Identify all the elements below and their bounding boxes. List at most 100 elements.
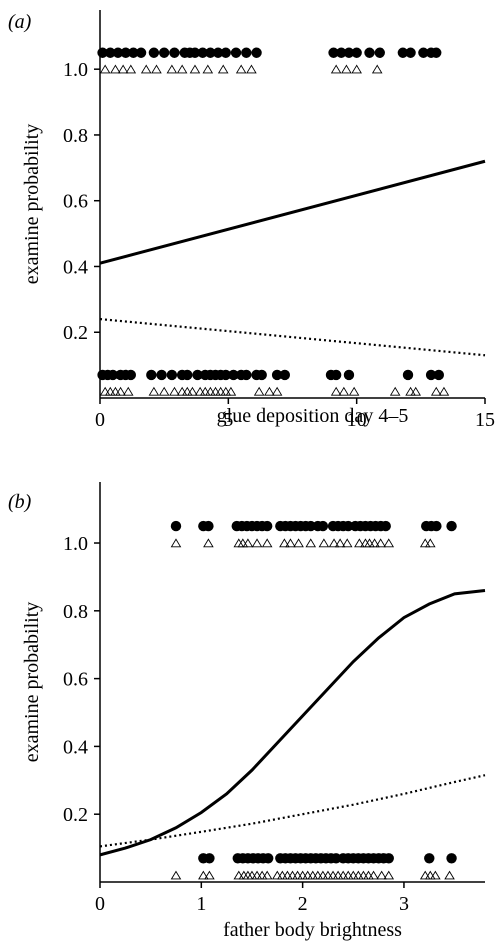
open-triangle-point [170,870,182,880]
filled-circle-point [317,520,329,532]
open-triangle-point [292,870,303,880]
x-tick-label: 15 [475,409,495,431]
open-triangle-point [117,64,129,74]
x-tick-label: 1 [196,893,206,915]
open-triangle-point [204,870,215,880]
open-triangle-point [405,386,416,396]
filled-circle-point [405,47,416,58]
filled-circle-point [204,853,215,864]
open-triangle-point [246,870,258,880]
open-triangle-point [158,386,170,396]
open-triangle-point [328,538,340,548]
open-triangle-point [327,870,339,880]
y-tick-label: 0.4 [63,736,88,758]
open-triangle-point [251,538,263,548]
open-triangle-point [297,870,308,880]
y-tick-label: 0.2 [63,804,88,826]
open-triangle-point [253,386,265,396]
y-axis-title: examine probability [21,602,43,763]
filled-circle-point [374,47,385,58]
filled-circle-point [446,520,457,532]
y-tick-label: 0.8 [63,601,88,623]
open-triangle-point [140,64,152,74]
open-triangle-point [194,386,206,396]
open-triangle-point [264,386,275,396]
filled-circle-point [256,369,267,381]
open-triangle-point [181,386,193,396]
y-axis-title: examine probability [21,124,43,285]
open-triangle-point [410,386,421,396]
open-triangle-point [307,870,319,880]
open-triangle-point [202,64,214,74]
panel-label: (a) [8,11,32,33]
open-triangle-point [341,538,353,548]
filled-circle-point [169,47,180,58]
open-triangle-point [125,64,137,74]
open-triangle-point [169,386,180,396]
x-tick-label: 3 [399,893,409,915]
open-triangle-point [198,870,209,880]
y-tick-label: 1.0 [63,533,88,555]
x-axis-title: glue deposition day 4–5 [217,405,409,427]
filled-circle-point [241,47,252,58]
filled-circle-point [424,853,435,864]
filled-circle-point [425,369,437,381]
open-triangle-point [351,64,362,74]
y-tick-label: 0.6 [63,191,88,213]
open-triangle-point [233,870,245,880]
filled-circle-point [148,47,160,58]
open-triangle-point [317,870,329,880]
y-tick-label: 0.4 [63,256,88,278]
filled-circle-point [228,369,239,381]
open-triangle-point [312,870,324,880]
filled-circle-point [343,369,355,381]
filled-circle-point [446,853,457,864]
open-triangle-point [170,538,182,548]
open-triangle-point [256,870,268,880]
x-tick-label: 2 [298,893,308,915]
open-triangle-point [225,386,237,396]
open-triangle-point [122,386,134,396]
dotted-fit-line [99,317,486,357]
filled-circle-point [146,369,157,381]
open-triangle-point [358,870,369,880]
open-triangle-point [110,64,121,74]
open-triangle-point [337,870,349,880]
open-triangle-point [148,386,160,396]
filled-circle-point [203,520,214,532]
filled-circle-point [336,47,347,58]
open-triangle-point [189,64,201,74]
filled-circle-point [107,369,119,381]
panel-a: (a) 0 5 10 15 0.2 0.4 0.6 0.8 1.0 glue deposition … [8,10,495,431]
filled-circle-point [431,47,442,58]
filled-circle-point [402,369,414,381]
filled-circle-point [197,47,208,58]
open-triangle-point [348,386,360,396]
open-triangle-point [237,538,249,548]
filled-circle-point [158,47,170,58]
open-triangle-point [318,538,330,548]
open-triangle-point [389,386,401,396]
open-triangle-point [383,870,395,880]
open-triangle-point [205,386,216,396]
filled-circle-point [351,47,362,58]
open-triangle-point [330,64,342,74]
open-triangle-point [322,870,334,880]
filled-circle-point [166,369,178,381]
open-triangle-point [215,386,226,396]
dotted-fit-line [99,774,486,848]
open-triangle-point [353,870,364,880]
open-triangle-point [368,870,379,880]
open-triangle-point [363,870,374,880]
open-triangle-point [99,386,111,396]
panel-label: (b) [8,491,32,513]
filled-circle-point [431,520,442,532]
open-triangle-point [187,386,198,396]
x-tick-label: 0 [95,893,105,915]
open-triangle-point [176,64,188,74]
open-triangle-point [261,870,273,880]
filled-circle-point [330,369,342,381]
open-triangle-point [279,538,290,548]
open-triangle-point [277,870,288,880]
